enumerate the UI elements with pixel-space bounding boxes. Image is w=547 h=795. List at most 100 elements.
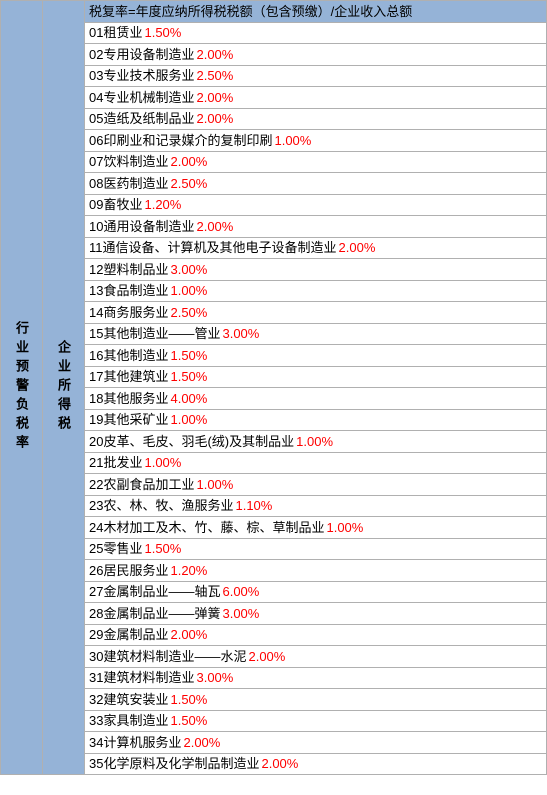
- row-number: 19: [89, 410, 103, 430]
- row-label: 金属制品业——弹簧: [103, 604, 220, 624]
- row-rate: 1.00%: [326, 518, 363, 538]
- row-number: 35: [89, 754, 103, 774]
- row-label: 印刷业和记录媒介的复制印刷: [103, 131, 272, 151]
- row-number: 09: [89, 195, 103, 215]
- row-rate: 2.50%: [170, 303, 207, 323]
- row-rate: 1.00%: [296, 432, 333, 452]
- table-row: 34 计算机服务业 2.00%: [85, 732, 547, 754]
- table-row: 11 通信设备、计算机及其他电子设备制造业 2.00%: [85, 238, 547, 260]
- row-number: 02: [89, 45, 103, 65]
- row-number: 08: [89, 174, 103, 194]
- row-number: 21: [89, 453, 103, 473]
- table-row: 20 皮革、毛皮、羽毛(绒)及其制品业 1.00%: [85, 431, 547, 453]
- row-number: 33: [89, 711, 103, 731]
- row-rate: 2.00%: [170, 625, 207, 645]
- row-number: 15: [89, 324, 103, 344]
- mid-category-cell: 企业所得税: [43, 1, 85, 775]
- formula-text: 税复率=年度应纳所得税税额（包含预缴）/企业收入总额: [89, 2, 412, 22]
- row-rate: 1.50%: [144, 539, 181, 559]
- row-label: 农副食品加工业: [103, 475, 194, 495]
- table-row: 22 农副食品加工业 1.00%: [85, 474, 547, 496]
- row-rate: 1.00%: [144, 453, 181, 473]
- row-rate: 1.00%: [274, 131, 311, 151]
- row-label: 木材加工及木、竹、藤、棕、草制品业: [103, 518, 324, 538]
- table-row: 24 木材加工及木、竹、藤、棕、草制品业 1.00%: [85, 517, 547, 539]
- row-number: 04: [89, 88, 103, 108]
- table-row: 32 建筑安装业 1.50%: [85, 689, 547, 711]
- row-rate: 3.00%: [222, 324, 259, 344]
- row-number: 29: [89, 625, 103, 645]
- row-rate: 3.00%: [196, 668, 233, 688]
- row-rate: 1.50%: [170, 711, 207, 731]
- row-rate: 6.00%: [222, 582, 259, 602]
- row-rate: 2.00%: [261, 754, 298, 774]
- row-label: 建筑材料制造业: [103, 668, 194, 688]
- row-number: 34: [89, 733, 103, 753]
- row-rate: 2.00%: [170, 152, 207, 172]
- row-number: 14: [89, 303, 103, 323]
- row-rate: 1.00%: [196, 475, 233, 495]
- row-label: 通用设备制造业: [103, 217, 194, 237]
- row-number: 10: [89, 217, 103, 237]
- row-number: 13: [89, 281, 103, 301]
- row-label: 金属制品业: [103, 625, 168, 645]
- row-label: 金属制品业——轴瓦: [103, 582, 220, 602]
- row-number: 30: [89, 647, 103, 667]
- row-label: 计算机服务业: [103, 733, 181, 753]
- row-number: 27: [89, 582, 103, 602]
- table-row: 12 塑料制品业 3.00%: [85, 259, 547, 281]
- row-rate: 1.20%: [170, 561, 207, 581]
- row-label: 专业机械制造业: [103, 88, 194, 108]
- row-rate: 1.20%: [144, 195, 181, 215]
- row-number: 12: [89, 260, 103, 280]
- row-label: 家具制造业: [103, 711, 168, 731]
- row-label: 专业技术服务业: [103, 66, 194, 86]
- table-row: 25 零售业 1.50%: [85, 539, 547, 561]
- row-rate: 1.50%: [170, 367, 207, 387]
- row-number: 23: [89, 496, 103, 516]
- row-label: 其他制造业: [103, 346, 168, 366]
- row-number: 01: [89, 23, 103, 43]
- table-row: 06 印刷业和记录媒介的复制印刷 1.00%: [85, 130, 547, 152]
- row-number: 31: [89, 668, 103, 688]
- data-column: 税复率=年度应纳所得税税额（包含预缴）/企业收入总额 01 租赁业 1.50%0…: [85, 1, 547, 775]
- table-row: 21 批发业 1.00%: [85, 453, 547, 475]
- table-row: 31 建筑材料制造业 3.00%: [85, 668, 547, 690]
- table-row: 23 农、林、牧、渔服务业 1.10%: [85, 496, 547, 518]
- row-rate: 2.50%: [196, 66, 233, 86]
- table-row: 33 家具制造业 1.50%: [85, 711, 547, 733]
- table-row: 35 化学原料及化学制品制造业 2.00%: [85, 754, 547, 776]
- row-number: 26: [89, 561, 103, 581]
- table-row: 09 畜牧业 1.20%: [85, 195, 547, 217]
- row-rate: 1.50%: [170, 690, 207, 710]
- row-label: 食品制造业: [103, 281, 168, 301]
- row-label: 商务服务业: [103, 303, 168, 323]
- left-category-cell: 行业预警负税率: [1, 1, 43, 775]
- table-row: 29 金属制品业 2.00%: [85, 625, 547, 647]
- table-row: 17 其他建筑业 1.50%: [85, 367, 547, 389]
- table-row: 28 金属制品业——弹簧 3.00%: [85, 603, 547, 625]
- left-category-label: 行业预警负税率: [12, 321, 31, 454]
- row-label: 饮料制造业: [103, 152, 168, 172]
- row-label: 塑料制品业: [103, 260, 168, 280]
- row-number: 05: [89, 109, 103, 129]
- table-row: 05 造纸及纸制品业 2.00%: [85, 109, 547, 131]
- row-number: 17: [89, 367, 103, 387]
- row-rate: 2.50%: [170, 174, 207, 194]
- table-row: 27 金属制品业——轴瓦 6.00%: [85, 582, 547, 604]
- row-rate: 2.00%: [183, 733, 220, 753]
- row-label: 建筑安装业: [103, 690, 168, 710]
- row-label: 其他建筑业: [103, 367, 168, 387]
- row-label: 通信设备、计算机及其他电子设备制造业: [103, 238, 337, 258]
- row-rate: 2.00%: [196, 45, 233, 65]
- row-number: 03: [89, 66, 103, 86]
- table-row: 01 租赁业 1.50%: [85, 23, 547, 45]
- row-rate: 1.00%: [170, 410, 207, 430]
- row-rate: 2.00%: [196, 109, 233, 129]
- table-row: 08 医药制造业 2.50%: [85, 173, 547, 195]
- table-row: 02 专用设备制造业 2.00%: [85, 44, 547, 66]
- table-row: 14 商务服务业 2.50%: [85, 302, 547, 324]
- row-rate: 3.00%: [222, 604, 259, 624]
- row-label: 建筑材料制造业——水泥: [103, 647, 246, 667]
- row-label: 居民服务业: [103, 561, 168, 581]
